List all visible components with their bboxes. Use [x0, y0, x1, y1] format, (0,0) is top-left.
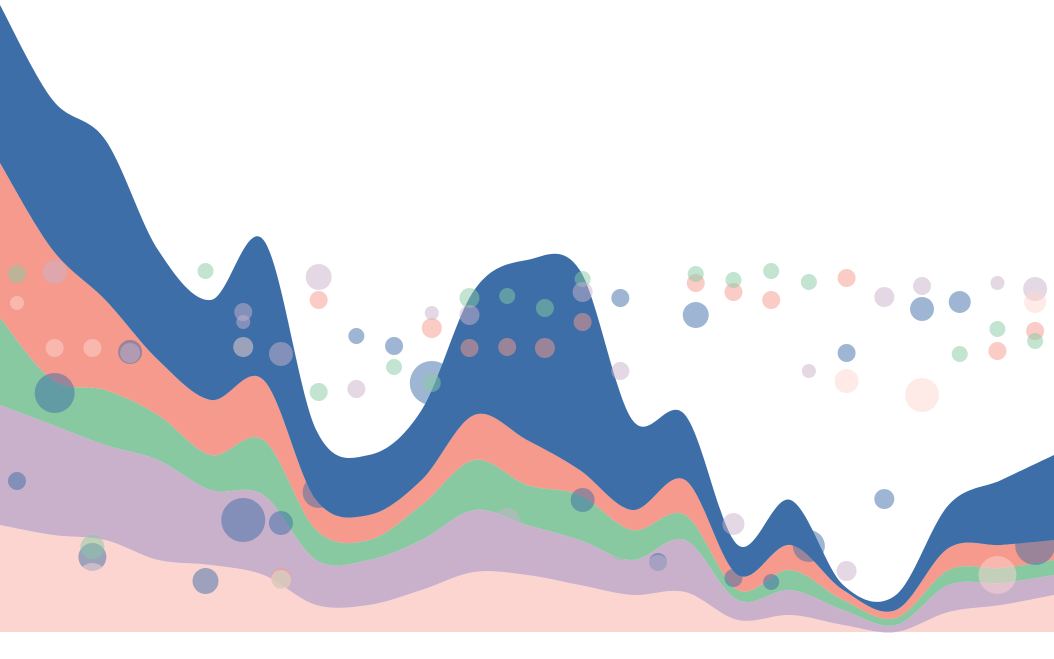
- bubble: [725, 272, 742, 288]
- bubble: [268, 511, 293, 535]
- bubble: [724, 283, 743, 301]
- bubble: [724, 569, 743, 587]
- bubble: [233, 337, 254, 357]
- bubble: [801, 364, 816, 378]
- bubble: [383, 560, 406, 582]
- bubble: [77, 563, 108, 593]
- bubble: [611, 362, 630, 380]
- bubble: [305, 264, 332, 290]
- stream-area: [0, 405, 1054, 633]
- bubble: [836, 561, 857, 581]
- bubble: [494, 508, 521, 534]
- bubble: [42, 260, 67, 284]
- bubble: [460, 339, 479, 357]
- bubble: [7, 265, 26, 283]
- bubble: [762, 291, 781, 309]
- bubble: [792, 530, 825, 562]
- bubble: [45, 339, 64, 357]
- bubble: [535, 299, 554, 317]
- bubble: [978, 556, 1017, 594]
- stream-area: [0, 525, 1054, 633]
- bubble: [7, 472, 26, 490]
- bubble: [197, 263, 214, 279]
- bubble: [347, 380, 366, 398]
- bubble: [145, 296, 190, 340]
- bubble: [910, 297, 935, 321]
- bubble: [80, 535, 105, 559]
- bubble: [837, 269, 856, 287]
- bubble: [422, 374, 441, 392]
- bubble: [309, 291, 328, 309]
- bubble: [1015, 525, 1054, 565]
- bubble: [424, 306, 439, 320]
- bubble: [459, 305, 480, 325]
- bubble: [874, 287, 895, 307]
- bubble: [763, 574, 780, 590]
- bubble: [234, 303, 253, 321]
- bubble: [1027, 333, 1044, 349]
- bubble: [9, 296, 24, 310]
- bubble: [302, 476, 335, 508]
- bubble: [120, 343, 141, 363]
- bubble: [498, 338, 517, 356]
- bubble: [988, 342, 1007, 360]
- bubble: [800, 274, 817, 290]
- bubble: [948, 291, 971, 313]
- bubble: [837, 344, 856, 362]
- bubble: [874, 489, 895, 509]
- bubble: [529, 315, 560, 345]
- bubble: [611, 289, 630, 307]
- stream-area: [0, 318, 1054, 626]
- bubble: [348, 328, 365, 344]
- bubble: [990, 276, 1005, 290]
- bubble: [499, 288, 516, 304]
- bubble: [951, 346, 968, 362]
- bubble: [572, 282, 593, 302]
- bubble: [534, 338, 555, 358]
- bubble: [421, 318, 442, 338]
- bubble: [687, 266, 704, 282]
- bubble: [221, 498, 266, 542]
- bubble: [647, 555, 670, 577]
- bubble: [268, 342, 293, 366]
- bubble: [535, 364, 554, 382]
- bubble: [905, 378, 940, 412]
- bubble: [270, 570, 291, 590]
- bubble: [989, 321, 1006, 337]
- bubble: [83, 339, 102, 357]
- bubble: [488, 295, 527, 333]
- bubble: [192, 568, 219, 594]
- bubble: [977, 500, 1018, 540]
- bubble: [236, 315, 251, 329]
- bubble: [46, 306, 63, 322]
- bubble: [459, 288, 480, 308]
- bubble: [570, 488, 595, 512]
- bubble: [682, 302, 709, 328]
- bubble: [611, 542, 630, 560]
- bubble: [1024, 291, 1047, 313]
- bubble: [309, 383, 328, 401]
- bubble: [385, 337, 404, 355]
- bubble: [34, 373, 75, 413]
- bubble: [573, 313, 592, 331]
- bubble: [763, 263, 780, 279]
- bubble: [834, 369, 859, 393]
- bubble: [913, 277, 932, 295]
- bubble: [386, 359, 403, 375]
- bubble: [722, 513, 745, 535]
- stream-area: [0, 5, 1054, 612]
